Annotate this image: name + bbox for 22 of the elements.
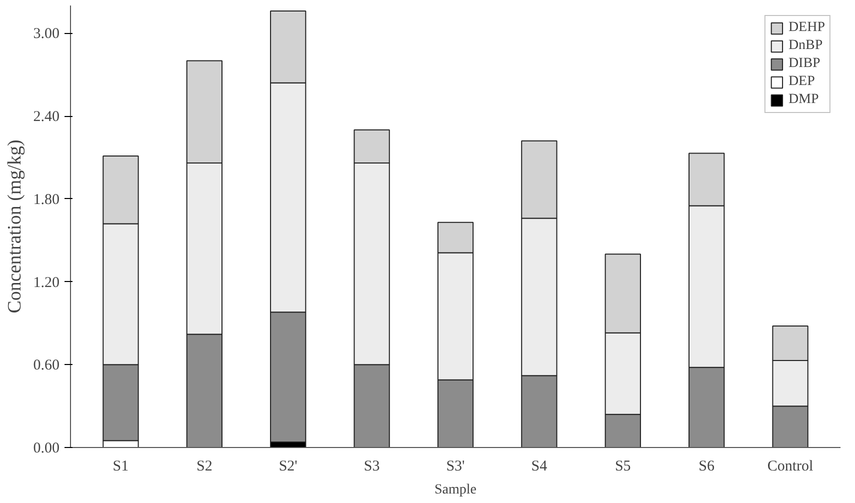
y-tick-label: 1.20 (33, 274, 60, 291)
y-axis-title: Concentration (mg/kg) (4, 140, 26, 314)
y-tick-label: 1.80 (33, 192, 60, 208)
y-tick-label: 2.40 (33, 109, 60, 125)
legend-label: DEP (788, 74, 815, 90)
x-tick-label: S3' (446, 458, 466, 474)
legend-label: DMP (788, 92, 819, 108)
x-tick-label: S2' (278, 458, 298, 474)
legend-label: DIBP (788, 56, 820, 72)
x-axis-title: Sample (434, 482, 477, 498)
x-tick-label: S3 (364, 458, 380, 474)
y-tick-label: 0.60 (33, 358, 60, 374)
x-tick-label: Control (767, 458, 814, 474)
legend-label: DnBP (788, 38, 823, 54)
x-tick-label: S2 (196, 458, 212, 474)
y-tick-label: 3.00 (33, 26, 60, 42)
x-tick-label: S4 (531, 458, 548, 474)
legend-label: DEHP (788, 20, 825, 36)
x-tick-label: S5 (614, 458, 631, 474)
x-tick-label: S1 (112, 458, 129, 474)
x-tick-label: S6 (698, 458, 716, 474)
y-tick-label: 0.00 (33, 440, 60, 456)
